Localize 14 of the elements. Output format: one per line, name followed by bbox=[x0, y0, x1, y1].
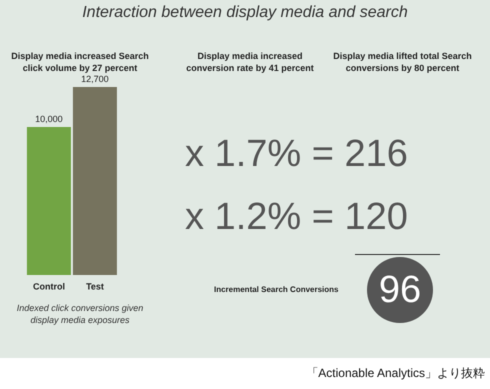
chart-subtitle: Display media increased Search click volume by 27 percent bbox=[10, 50, 150, 74]
x-tick-label: Control bbox=[33, 281, 65, 292]
x-tick-label: Test bbox=[86, 281, 104, 292]
text: Display media increased conversion rate by 41 percent bbox=[185, 50, 315, 74]
text: Incremental Search Conversions bbox=[214, 285, 338, 294]
text: 「Actionable Analytics」より抜粋 bbox=[306, 365, 485, 382]
text: x 1.7% = 216 bbox=[185, 133, 408, 176]
text: 96 bbox=[378, 268, 422, 313]
text: x 1.2% = 120 bbox=[185, 196, 408, 239]
text: Display media lifted total Search conversions by 80 percent bbox=[332, 50, 473, 74]
data-label: 10,000 bbox=[35, 114, 63, 124]
data-label: 12,700 bbox=[81, 74, 109, 84]
text: Indexed click conversions given display media exposures bbox=[16, 302, 144, 326]
text: Interaction between display media and search bbox=[81, 4, 409, 22]
